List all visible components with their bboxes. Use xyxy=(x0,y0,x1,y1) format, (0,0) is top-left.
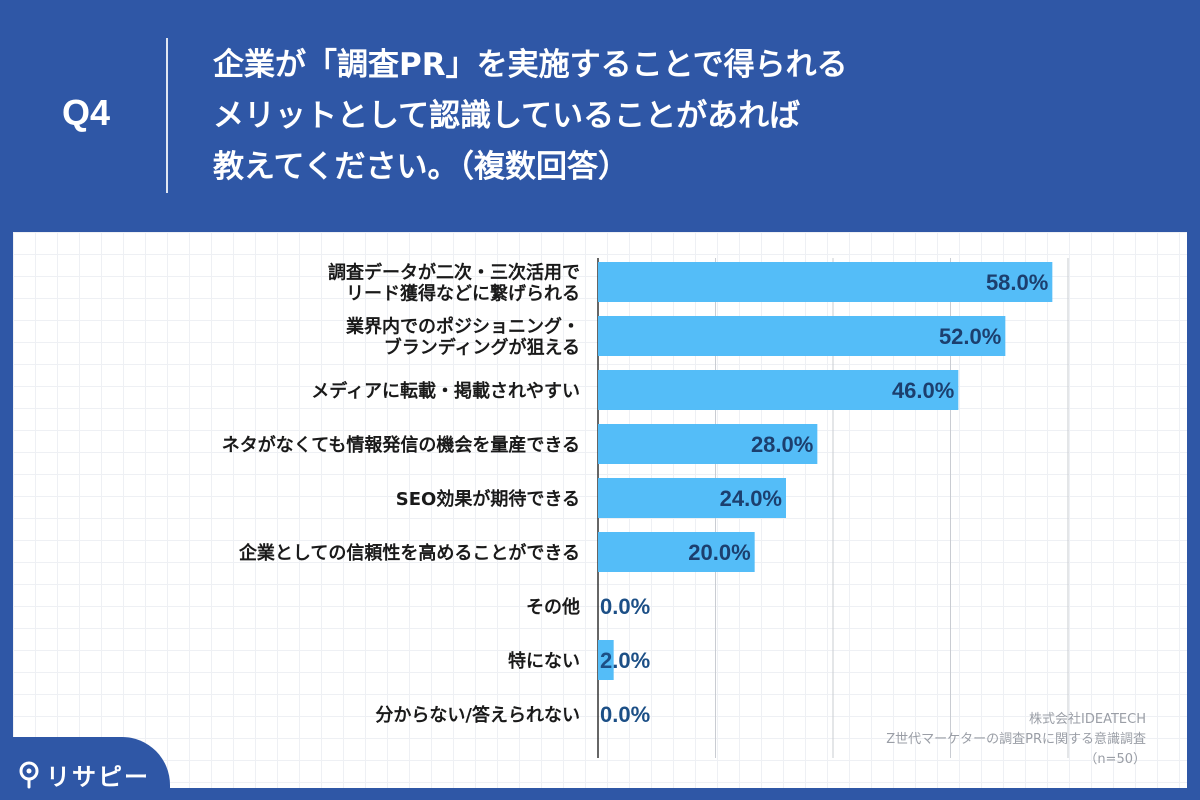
category-label: リード獲得などに繋げられる xyxy=(346,283,580,305)
brand-name: リサピー xyxy=(46,763,150,791)
question-number: Q4 xyxy=(62,92,111,133)
question-header: Q4 企業が「調査PR」を実施することで得られる メリットとして認識していること… xyxy=(0,0,1200,230)
data-label: 20.0% xyxy=(688,540,750,565)
data-label: 0.0% xyxy=(600,594,650,619)
source-note: 株式会社IDEATECH Z世代マーケターの調査PRに関する意識調査 （n=50… xyxy=(886,710,1146,770)
bar xyxy=(598,370,959,410)
bar xyxy=(598,640,614,680)
category-label: ブランディングが狙える xyxy=(384,337,580,359)
data-label: 24.0% xyxy=(720,486,782,511)
category-label: 特にない xyxy=(508,650,580,672)
header-divider xyxy=(166,38,168,193)
question-title: 企業が「調査PR」を実施することで得られる メリットとして認識していることがあれ… xyxy=(213,40,1173,193)
category-label: メディアに転載・掲載されやすい xyxy=(311,380,580,402)
data-label: 46.0% xyxy=(892,378,954,403)
bar xyxy=(598,532,755,572)
source-company: 株式会社IDEATECH xyxy=(1029,712,1146,727)
category-label: 企業としての信頼性を高めることができる xyxy=(238,542,580,564)
category-label: 調査データが二次・三次活用で xyxy=(328,262,580,284)
category-label: ネタがなくても情報発信の機会を量産できる xyxy=(222,434,580,456)
data-label: 58.0% xyxy=(986,270,1048,295)
data-label: 2.0% xyxy=(600,648,650,673)
data-label: 52.0% xyxy=(939,324,1001,349)
chart-panel: 58.0% 調査データが二次・三次活用で リード獲得などに繋げられる 52.0% 業界内… xyxy=(13,232,1187,788)
question-line: 企業が「調査PR」を実施することで得られる xyxy=(213,47,848,83)
question-line: 教えてください。（複数回答） xyxy=(213,149,630,185)
pin-icon xyxy=(19,761,39,788)
question-line: メリットとして認識していることがあれば xyxy=(213,98,801,134)
source-sample: （n=50） xyxy=(1084,752,1146,767)
brand-logo: リサピー xyxy=(18,757,150,792)
source-survey: Z世代マーケターの調査PRに関する意識調査 xyxy=(886,732,1146,747)
category-label: その他 xyxy=(526,596,580,618)
footer-tab: リサピー xyxy=(0,737,170,800)
bar xyxy=(598,478,786,518)
bar xyxy=(598,262,1053,302)
bar xyxy=(598,316,1006,356)
category-label: 分からない/答えられない xyxy=(375,704,580,726)
data-label: 0.0% xyxy=(600,702,650,727)
category-label: SEO効果が期待できる xyxy=(396,488,580,510)
data-label: 28.0% xyxy=(751,432,813,457)
bar xyxy=(598,424,818,464)
category-label: 業界内でのポジショニング・ xyxy=(345,316,580,338)
